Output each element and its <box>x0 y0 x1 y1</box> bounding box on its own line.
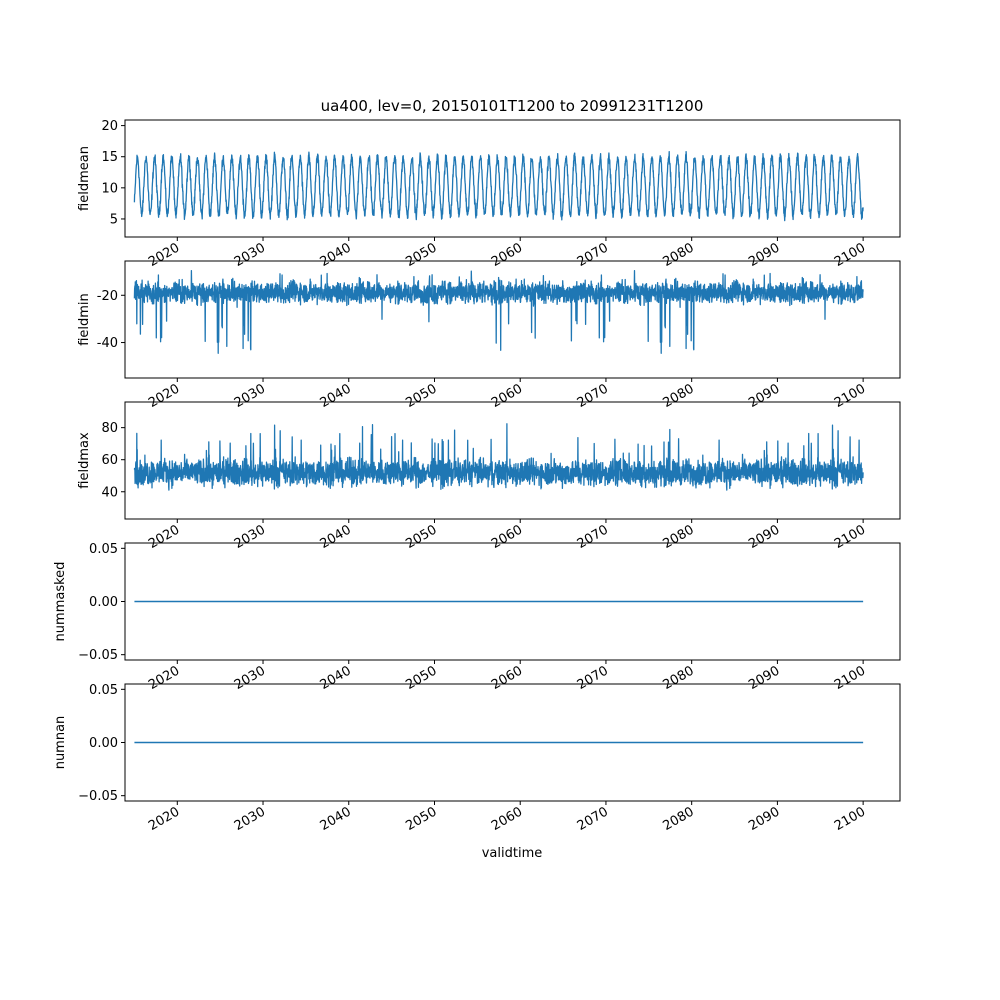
x-tick-label: 2090 <box>746 240 782 270</box>
series-line <box>133 423 864 491</box>
axes-frame <box>124 260 901 379</box>
series-line <box>133 269 864 354</box>
x-tick-label: 2020 <box>146 663 182 693</box>
x-tick-label: 2030 <box>232 381 268 411</box>
x-tick-label: 2080 <box>661 663 697 693</box>
y-axis-label: fieldmin <box>77 293 92 346</box>
x-tick-label: 2100 <box>832 240 868 270</box>
subplot-numnan: 0.05 0.00 −0.05 2020 2030 2040 2050 2060 2070 208… <box>53 683 901 834</box>
x-tick-label: 2090 <box>746 804 782 834</box>
x-tick-label: 2100 <box>832 663 868 693</box>
x-tick-label: 2050 <box>403 522 439 552</box>
y-axis-label: fieldmean <box>77 146 92 211</box>
x-tick-label: 2040 <box>318 381 354 411</box>
x-tick-label: 2090 <box>746 663 782 693</box>
x-tick-label: 2030 <box>232 804 268 834</box>
y-tick-label: −0.05 <box>78 648 118 663</box>
x-tick-label: 2070 <box>575 381 611 411</box>
y-tick-label: 20 <box>101 119 118 134</box>
x-tick-label: 2060 <box>489 663 525 693</box>
x-tick-label: 2050 <box>403 381 439 411</box>
x-tick-label: 2050 <box>403 804 439 834</box>
y-axis-label: numnan <box>53 716 68 770</box>
x-tick-label: 2030 <box>232 663 268 693</box>
x-tick-label: 2020 <box>146 381 182 411</box>
y-tick-label: 5 <box>110 212 118 227</box>
y-tick-label: -20 <box>97 289 118 304</box>
y-tick-label: 10 <box>101 181 118 196</box>
x-tick-label: 2060 <box>489 240 525 270</box>
y-tick-label: -40 <box>97 336 118 351</box>
y-tick-label: 40 <box>101 485 118 500</box>
chart-title: ua400, lev=0, 20150101T1200 to 20991231T… <box>321 97 704 115</box>
x-tick-label: 2060 <box>489 522 525 552</box>
x-tick-label: 2050 <box>403 240 439 270</box>
x-tick-label: 2040 <box>318 240 354 270</box>
x-tick-label: 2020 <box>146 522 182 552</box>
x-tick-label: 2080 <box>661 522 697 552</box>
x-axis-label: validtime <box>482 846 543 861</box>
x-tick-label: 2020 <box>146 240 182 270</box>
y-tick-label: 0.05 <box>89 683 118 698</box>
y-tick-label: 80 <box>101 421 118 436</box>
axes-frame <box>124 119 901 238</box>
y-tick-label: 60 <box>101 453 118 468</box>
x-tick-label: 2100 <box>832 522 868 552</box>
x-tick-label: 2080 <box>661 240 697 270</box>
series-line <box>133 151 864 222</box>
x-tick-label: 2070 <box>575 522 611 552</box>
y-tick-label: 0.00 <box>89 595 118 610</box>
x-tick-label: 2040 <box>318 522 354 552</box>
y-tick-label: −0.05 <box>78 789 118 804</box>
y-axis-label: fieldmax <box>77 432 92 489</box>
x-tick-label: 2030 <box>232 522 268 552</box>
x-tick-label: 2090 <box>746 522 782 552</box>
y-axis-label: nummasked <box>53 562 68 642</box>
x-tick-label: 2070 <box>575 663 611 693</box>
x-tick-label: 2040 <box>318 804 354 834</box>
x-tick-label: 2100 <box>832 381 868 411</box>
x-tick-label: 2050 <box>403 663 439 693</box>
x-tick-label: 2100 <box>832 804 868 834</box>
x-tick-label: 2070 <box>575 240 611 270</box>
subplot-nummasked: 0.05 0.00 −0.05 2020 2030 2040 2050 2060 2070 208… <box>53 542 901 693</box>
subplot-fieldmax: 40 60 80 2020 2030 2040 2050 2060 2070 2080 2090 21… <box>77 401 901 552</box>
x-tick-label: 2030 <box>232 240 268 270</box>
x-tick-label: 2080 <box>661 804 697 834</box>
subplot-fieldmin: -20 -40 2020 2030 2040 2050 2060 2070 2080 2090 21… <box>77 260 901 411</box>
x-tick-label: 2040 <box>318 663 354 693</box>
x-tick-label: 2060 <box>489 804 525 834</box>
x-tick-label: 2070 <box>575 804 611 834</box>
y-tick-label: 15 <box>101 150 118 165</box>
y-tick-label: 0.00 <box>89 736 118 751</box>
x-tick-label: 2060 <box>489 381 525 411</box>
axes-frame <box>124 401 901 520</box>
y-tick-label: 0.05 <box>89 542 118 557</box>
x-tick-label: 2080 <box>661 381 697 411</box>
x-tick-label: 2020 <box>146 804 182 834</box>
x-tick-label: 2090 <box>746 381 782 411</box>
